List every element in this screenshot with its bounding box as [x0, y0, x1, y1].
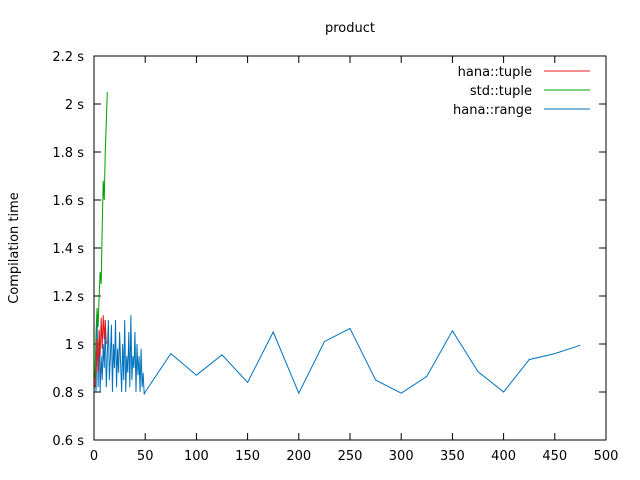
x-tick-label: 50 — [137, 449, 154, 464]
x-tick-label: 250 — [338, 449, 363, 464]
legend-label-hana-tuple: hana::tuple — [458, 65, 532, 80]
x-tick-label: 350 — [440, 449, 465, 464]
y-tick-label: 2.2 s — [52, 50, 84, 65]
y-tick-label: 1 s — [65, 338, 84, 353]
x-tick-label: 0 — [90, 449, 98, 464]
x-tick-label: 150 — [235, 449, 260, 464]
x-tick-label: 400 — [491, 449, 516, 464]
series-line-hana-tuple — [94, 315, 107, 388]
series-line-std-tuple — [94, 91, 108, 378]
series-layer — [94, 91, 581, 395]
y-tick-label: 0.6 s — [52, 434, 84, 449]
y-tick-label: 1.4 s — [52, 242, 84, 257]
legend-label-hana-range: hana::range — [453, 103, 532, 118]
y-tick-label: 1.6 s — [52, 194, 84, 209]
x-tick-label: 450 — [542, 449, 567, 464]
series-line-hana-range — [94, 315, 581, 395]
chart-title: product — [325, 21, 375, 36]
y-tick-label: 1.8 s — [52, 146, 84, 161]
ticks-layer: 0 50 100 150 200 250 300 350 400 450 500 0.6 s 0.8 s… — [52, 50, 618, 464]
x-tick-label: 200 — [286, 449, 311, 464]
y-tick-label: 0.8 s — [52, 386, 84, 401]
y-tick-label: 1.2 s — [52, 290, 84, 305]
x-tick-label: 300 — [389, 449, 414, 464]
x-tick-label: 100 — [184, 449, 209, 464]
y-axis-label: Compilation time — [7, 192, 22, 304]
plot-frame — [93, 55, 607, 441]
legend-label-std-tuple: std::tuple — [470, 84, 532, 99]
x-tick-label: 500 — [594, 449, 619, 464]
y-tick-label: 2 s — [65, 98, 84, 113]
